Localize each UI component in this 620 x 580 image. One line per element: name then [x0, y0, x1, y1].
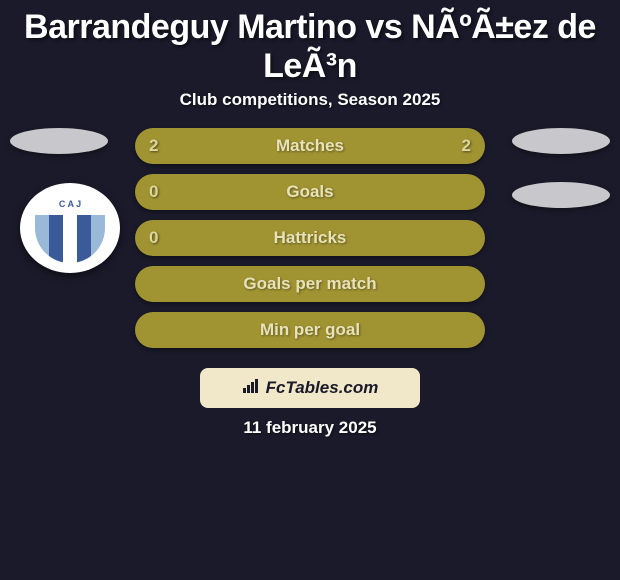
crest-inner: C A J — [35, 193, 105, 263]
stat-label: Min per goal — [260, 320, 360, 340]
club-crest: C A J — [20, 183, 120, 273]
stat-row: 2 Matches 2 — [135, 128, 485, 164]
stat-label: Hattricks — [274, 228, 347, 248]
page-subtitle: Club competitions, Season 2025 — [0, 90, 620, 128]
stat-row: 0 Hattricks — [135, 220, 485, 256]
stat-row: 0 Goals — [135, 174, 485, 210]
stat-right-value: 2 — [462, 136, 471, 156]
right-team-ellipse-2 — [512, 182, 610, 208]
stat-row: Min per goal — [135, 312, 485, 348]
crest-stripe — [35, 215, 49, 263]
stat-left-value: 0 — [149, 228, 158, 248]
right-badges — [512, 128, 610, 208]
left-badges — [10, 128, 108, 154]
crest-stripe — [49, 215, 63, 263]
stat-label: Goals per match — [243, 274, 376, 294]
chart-icon — [242, 378, 262, 399]
crest-label: C A J — [35, 193, 105, 215]
footer-logo-text: FcTables.com — [266, 378, 379, 398]
crest-stripes — [35, 215, 105, 263]
footer-logo: FcTables.com — [200, 368, 420, 408]
crest-stripe — [63, 215, 77, 263]
page-title: Barrandeguy Martino vs NÃºÃ±ez de LeÃ³n — [0, 0, 620, 90]
content-area: C A J 2 Matches 2 0 Goals 0 Hattricks Goals per… — [0, 128, 620, 438]
footer-date: 11 february 2025 — [10, 418, 610, 438]
stat-left-value: 0 — [149, 182, 158, 202]
crest-stripe — [77, 215, 91, 263]
stats-rows: 2 Matches 2 0 Goals 0 Hattricks Goals per match… — [135, 128, 485, 348]
crest-stripe — [91, 215, 105, 263]
right-team-ellipse-1 — [512, 128, 610, 154]
left-team-ellipse — [10, 128, 108, 154]
stat-label: Matches — [276, 136, 344, 156]
stat-left-value: 2 — [149, 136, 158, 156]
stat-label: Goals — [286, 182, 333, 202]
stat-row: Goals per match — [135, 266, 485, 302]
